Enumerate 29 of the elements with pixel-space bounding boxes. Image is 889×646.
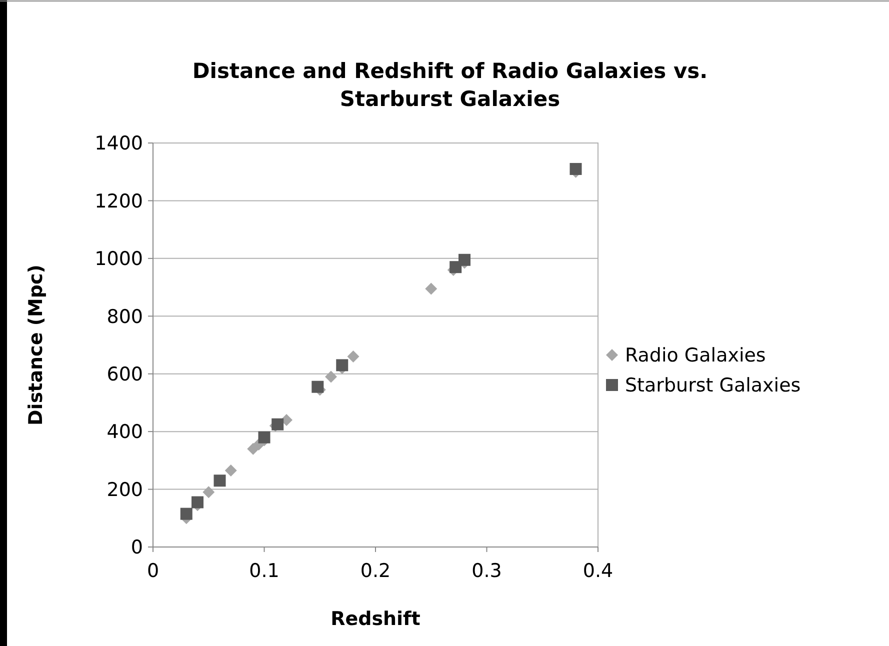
point bbox=[347, 350, 360, 363]
chart-title: Distance and Redshift of Radio Galaxies vs. Starburst Galaxies bbox=[192, 59, 708, 111]
point bbox=[336, 359, 348, 372]
x-tick-label: 0.2 bbox=[360, 560, 391, 582]
point bbox=[312, 380, 324, 393]
point bbox=[180, 508, 192, 520]
x-tick-label: 0.3 bbox=[472, 560, 502, 582]
x-axis-title: Redshift bbox=[330, 608, 420, 630]
y-tick-label: 1000 bbox=[94, 248, 143, 270]
x-tick-label: 0.4 bbox=[582, 560, 614, 582]
legend-label: Starburst Galaxies bbox=[625, 374, 801, 397]
x-tick-label: 0.1 bbox=[249, 560, 280, 582]
point bbox=[325, 370, 337, 383]
y-tick-label: 400 bbox=[106, 421, 143, 444]
point bbox=[224, 464, 237, 477]
y-tick-label: 200 bbox=[106, 478, 143, 501]
legend-label: Radio Galaxies bbox=[625, 344, 766, 367]
x-tick-label: 0 bbox=[146, 560, 160, 582]
point bbox=[214, 474, 226, 487]
point bbox=[425, 282, 438, 295]
point bbox=[258, 431, 270, 444]
y-tick-label: 0 bbox=[130, 536, 143, 559]
y-axis-title: Distance (Mpc) bbox=[25, 264, 47, 426]
y-tick-label: 800 bbox=[106, 306, 143, 328]
y-tick-label: 1200 bbox=[94, 190, 143, 212]
y-tick-label: 600 bbox=[106, 364, 143, 386]
point bbox=[202, 486, 215, 498]
point bbox=[192, 496, 204, 508]
y-tick-label: 1400 bbox=[94, 132, 143, 155]
